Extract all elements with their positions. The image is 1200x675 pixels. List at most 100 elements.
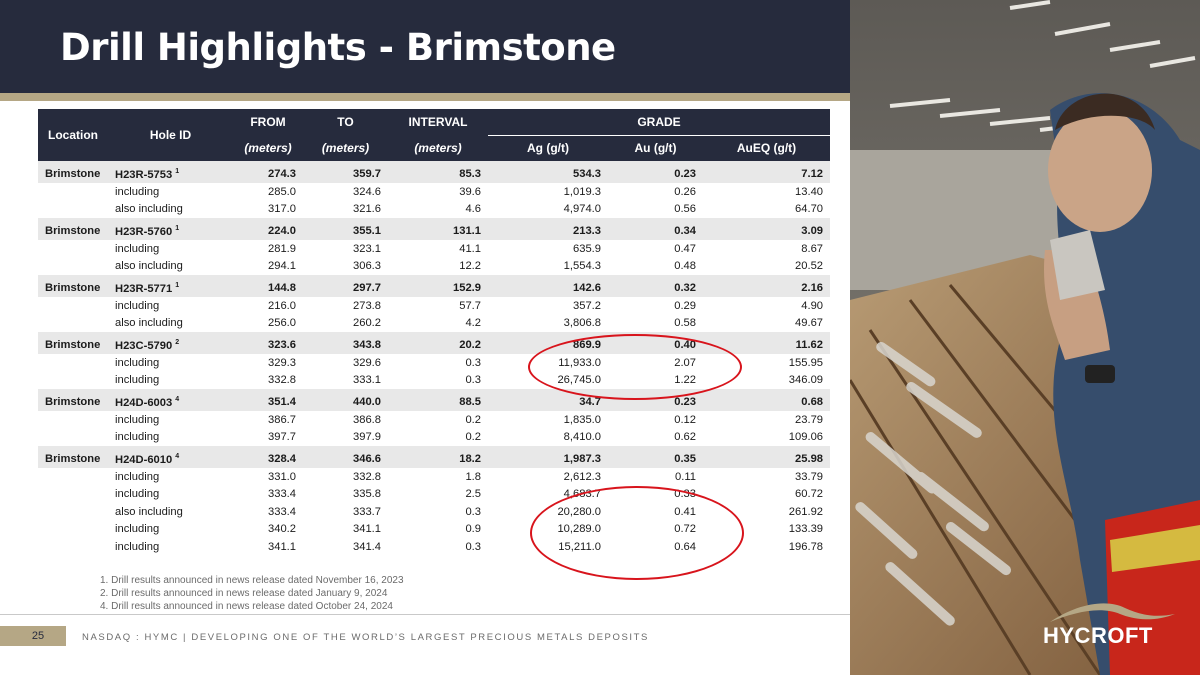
cell-sub-label: including	[115, 431, 160, 444]
cell-to: 397.9	[353, 431, 381, 444]
header-to-unit: (meters)	[303, 135, 388, 161]
core-inspection-photo	[850, 0, 1200, 675]
cell-to: 440.0	[303, 389, 388, 411]
cell-sub-label: including	[115, 299, 160, 312]
cell-sub-label: including	[115, 374, 160, 387]
cell-ag: 1,835.0	[563, 413, 601, 426]
cell-from: 294.1	[268, 260, 296, 273]
cell-to: 321.6	[353, 203, 381, 216]
cell-ag: 142.6	[488, 275, 608, 297]
cell-sub-label: including	[115, 185, 160, 198]
hole-id-text: H23R-5753	[115, 168, 173, 181]
cell-aueq: 196.78	[788, 540, 824, 553]
cell-interval: 20.2	[388, 332, 488, 354]
cell-aueq: 60.72	[795, 488, 824, 501]
highlight-circle-h23c-5790	[528, 334, 742, 400]
cell-to: 386.8	[353, 413, 381, 426]
cell-aueq: 0.68	[703, 389, 831, 411]
header-au: Au (g/t)	[608, 135, 703, 161]
cell-interval: 4.6	[465, 203, 481, 216]
cell-ag: 534.3	[488, 161, 608, 183]
hycroft-mountain-logo-icon	[1050, 603, 1175, 622]
cell-sub-label: including	[115, 242, 160, 255]
cell-to: 343.8	[303, 332, 388, 354]
hole-footnote-ref: 1	[175, 167, 180, 175]
cell-hole-id: H24D-6003 4	[108, 389, 233, 411]
cell-from: 144.8	[233, 275, 303, 297]
cell-to: 260.2	[353, 317, 381, 330]
cell-interval: 152.9	[388, 275, 488, 297]
cell-aueq: 8.67	[801, 242, 824, 255]
cell-from: 351.4	[233, 389, 303, 411]
cell-hole-id: H23C-5790 2	[108, 332, 233, 354]
cell-ag: 1,554.3	[563, 260, 601, 273]
hole-footnote-ref: 4	[175, 395, 180, 403]
cell-aueq: 133.39	[788, 523, 824, 536]
cell-location-empty	[38, 240, 108, 258]
drill-results-table: Location Hole ID FROM TO INTERVAL GRADE …	[38, 109, 831, 556]
hole-footnote-ref: 4	[175, 452, 180, 460]
cell-interval: 0.3	[465, 374, 481, 387]
cell-from: 285.0	[268, 185, 296, 198]
cell-interval: 131.1	[388, 218, 488, 240]
cell-to: 333.1	[353, 374, 381, 387]
cell-aueq: 261.92	[788, 505, 824, 518]
header-interval: INTERVAL	[388, 109, 488, 135]
footnote-2: 2. Drill results announced in news relea…	[100, 588, 388, 599]
sub-interval-row: including 397.7 397.9 0.2 8,410.0 0.62 109.06	[38, 429, 830, 447]
cell-location-empty	[38, 315, 108, 333]
cell-to: 324.6	[353, 185, 381, 198]
header-grade: GRADE	[488, 109, 831, 136]
cell-location-empty	[38, 486, 108, 504]
cell-to: 332.8	[353, 470, 381, 483]
cell-location-empty	[38, 468, 108, 486]
cell-to: 329.6	[353, 356, 381, 369]
cell-au: 0.26	[674, 185, 696, 198]
cell-ag: 213.3	[488, 218, 608, 240]
cell-au: 0.11	[675, 470, 696, 483]
cell-aueq: 49.67	[795, 317, 824, 330]
sub-interval-row: also including 294.1 306.3 12.2 1,554.3 0.48 2…	[38, 258, 830, 276]
cell-to: 346.6	[303, 446, 388, 468]
cell-location-empty	[38, 503, 108, 521]
cell-au: 0.12	[674, 413, 696, 426]
hole-row: Brimstone H23R-5760 1 224.0 355.1 131.1 213.3 0…	[38, 218, 831, 240]
header-ag: Ag (g/t)	[488, 135, 608, 161]
cell-location: Brimstone	[38, 389, 108, 411]
cell-sub-label: also including	[115, 505, 183, 518]
cell-sub-label: also including	[115, 260, 183, 273]
cell-aueq: 4.90	[801, 299, 824, 312]
cell-ag: 4,974.0	[563, 203, 601, 216]
cell-location-empty	[38, 538, 108, 556]
footnotes: 1. Drill results announced in news relea…	[100, 574, 404, 613]
cell-aueq: 64.70	[795, 203, 824, 216]
sub-interval-row: including 331.0 332.8 1.8 2,612.3 0.11 33.79	[38, 468, 830, 486]
cell-location-empty	[38, 258, 108, 276]
cell-au: 0.58	[674, 317, 696, 330]
cell-interval: 88.5	[388, 389, 488, 411]
header-interval-unit: (meters)	[388, 135, 488, 161]
cell-aueq: 346.09	[788, 374, 824, 387]
cell-interval: 0.2	[465, 413, 481, 426]
cell-from: 328.4	[233, 446, 303, 468]
hole-row: Brimstone H23R-5771 1 144.8 297.7 152.9 142.6 0…	[38, 275, 831, 297]
cell-to: 359.7	[303, 161, 388, 183]
cell-interval: 18.2	[388, 446, 488, 468]
cell-interval: 0.9	[465, 523, 481, 536]
cell-sub-label: including	[115, 413, 160, 426]
cell-location-empty	[38, 183, 108, 201]
cell-from: 331.0	[268, 470, 296, 483]
cell-from: 274.3	[233, 161, 303, 183]
table-header: Location Hole ID FROM TO INTERVAL GRADE …	[38, 109, 831, 161]
cell-location-empty	[38, 372, 108, 390]
cell-ag: 3,806.8	[563, 317, 601, 330]
cell-aueq: 25.98	[703, 446, 831, 468]
header-aueq: AuEQ (g/t)	[703, 135, 831, 161]
cell-au: 0.35	[608, 446, 703, 468]
cell-from: 333.4	[268, 488, 296, 501]
cell-interval: 4.2	[465, 317, 481, 330]
cell-interval: 12.2	[459, 260, 481, 273]
cell-aueq: 109.06	[788, 431, 824, 444]
header-to: TO	[303, 109, 388, 135]
hole-id-text: H23C-5790	[115, 339, 173, 352]
